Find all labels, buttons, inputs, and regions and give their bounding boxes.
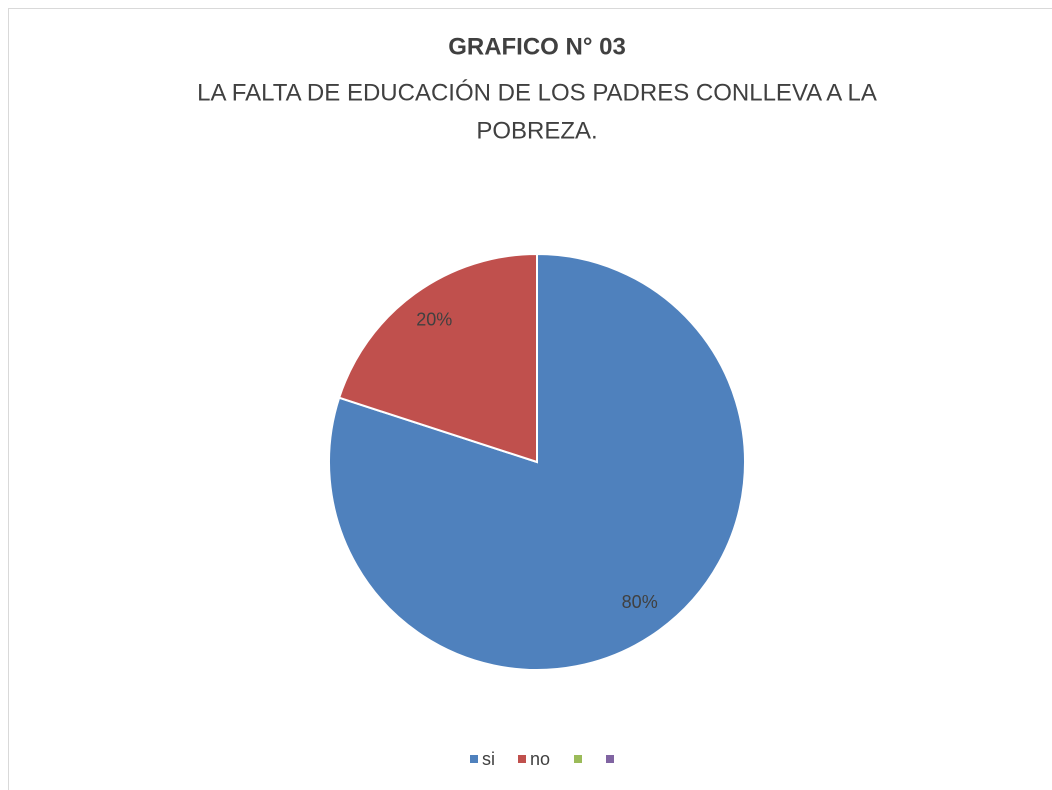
chart-subtitle: POBREZA.: [476, 117, 597, 144]
legend-marker: [518, 755, 526, 763]
chart-subtitle: LA FALTA DE EDUCACIÓN DE LOS PADRES CONL…: [197, 79, 877, 106]
legend-marker: [574, 755, 582, 763]
legend-label: no: [530, 749, 550, 769]
chart-title: GRAFICO N° 03: [448, 33, 626, 60]
data-label: 80%: [622, 592, 658, 612]
legend-marker: [470, 755, 478, 763]
legend-marker: [606, 755, 614, 763]
legend-label: si: [482, 749, 495, 769]
pie-slice: [337, 252, 538, 464]
data-label: 20%: [416, 309, 452, 329]
